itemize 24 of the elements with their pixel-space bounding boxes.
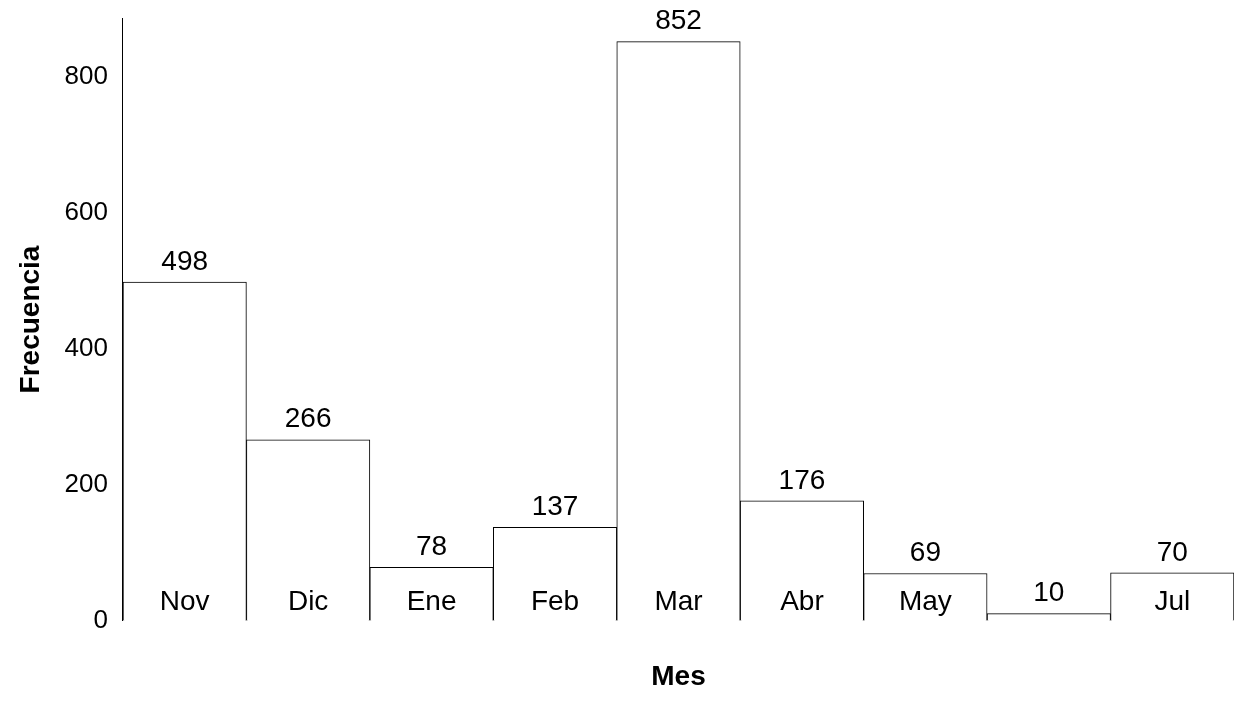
y-tick-label: 600 [64, 196, 108, 227]
y-tick-label: 0 [93, 603, 108, 634]
x-axis-title: Mes [651, 659, 706, 691]
x-tick-label: Dic [287, 585, 329, 617]
y-tick-label: 800 [64, 60, 108, 91]
data-label: 176 [778, 463, 826, 495]
x-tick-label: Abr [780, 585, 824, 617]
x-tick-label: Feb [530, 585, 580, 617]
x-tick-label: Mar [654, 585, 703, 617]
data-label: 498 [161, 244, 209, 276]
x-tick-label: Jul [1154, 585, 1191, 617]
data-label: 266 [284, 402, 332, 434]
data-label: 10 [1033, 576, 1065, 608]
y-axis-title: Frecuencia [13, 245, 45, 394]
data-label: 137 [531, 490, 579, 522]
data-label: 70 [1156, 535, 1188, 567]
y-tick-label: 400 [64, 331, 108, 362]
data-label: 69 [909, 536, 941, 568]
x-tick-label: May [898, 585, 952, 617]
x-tick-label: Nov [159, 585, 210, 617]
data-label: 852 [655, 4, 702, 36]
y-tick-label: 200 [64, 467, 108, 498]
data-label: 78 [416, 530, 448, 562]
x-tick-label: Ene [406, 585, 457, 617]
